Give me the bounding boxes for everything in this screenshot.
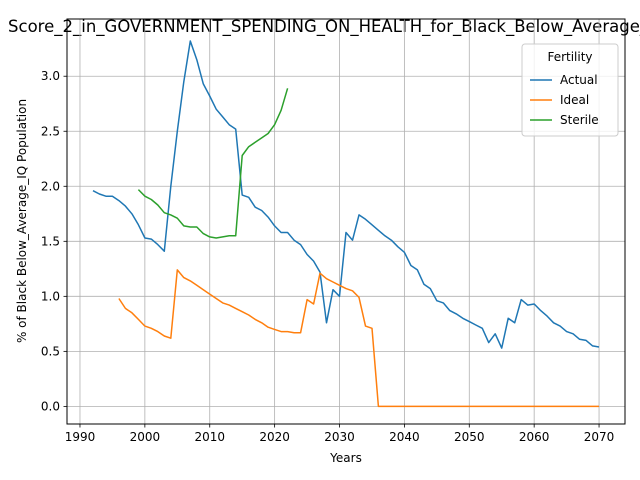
- y-tick-label: 0.0: [41, 399, 60, 413]
- legend-title: Fertility: [547, 50, 592, 64]
- legend-label-actual: Actual: [560, 73, 598, 87]
- x-tick-label: 2070: [584, 430, 615, 444]
- y-tick-label: 0.5: [41, 344, 60, 358]
- y-axis: 0.0 0.5 1.0 1.5 2.0 2.5 3.0: [41, 69, 67, 413]
- chart-title: Score_2_in_GOVERNMENT_SPENDING_ON_HEALTH…: [8, 17, 640, 37]
- x-tick-label: 2040: [389, 430, 420, 444]
- series-line-actual: [92, 40, 600, 349]
- series-line-sterile: [137, 88, 289, 239]
- x-tick-label: 2050: [454, 430, 485, 444]
- legend-label-ideal: Ideal: [560, 93, 589, 107]
- y-tick-label: 1.0: [41, 289, 60, 303]
- legend-box: [521, 43, 619, 137]
- legend: Fertility Actual Ideal Sterile: [521, 43, 619, 137]
- x-tick-label: 2030: [324, 430, 355, 444]
- y-tick-label: 3.0: [41, 69, 60, 83]
- x-tick-label: 2010: [194, 430, 225, 444]
- x-axis-label: Years: [329, 451, 362, 465]
- plot-frame: [66, 18, 626, 425]
- legend-label-sterile: Sterile: [560, 113, 599, 127]
- y-tick-label: 1.5: [41, 234, 60, 248]
- x-tick-label: 2000: [130, 430, 161, 444]
- y-axis-label: % of Black Below_Average_IQ Population: [15, 99, 29, 343]
- series-layer: [92, 40, 600, 408]
- x-tick-label: 2060: [519, 430, 550, 444]
- y-tick-label: 2.0: [41, 179, 60, 193]
- x-axis: 1990 2000 2010 2020 2030 2040 2050 2060 2070: [65, 424, 615, 444]
- grid: [67, 19, 625, 424]
- x-tick-label: 1990: [65, 430, 96, 444]
- series-line-ideal: [118, 269, 599, 408]
- y-tick-label: 2.5: [41, 124, 60, 138]
- x-tick-label: 2020: [259, 430, 290, 444]
- legend-items: Actual Ideal Sterile: [530, 73, 599, 127]
